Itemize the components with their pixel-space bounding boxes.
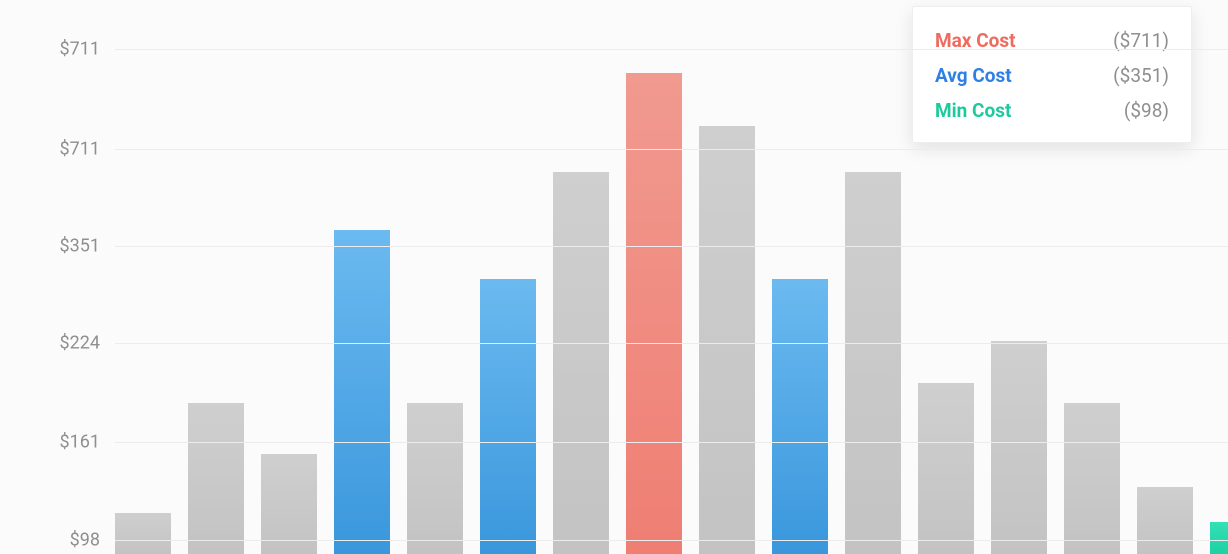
gridline bbox=[115, 149, 1228, 150]
gridline bbox=[115, 246, 1228, 247]
gridline bbox=[115, 49, 1228, 50]
bar-teal bbox=[1210, 522, 1228, 554]
legend-value: ($98) bbox=[1124, 99, 1169, 122]
bar-grey bbox=[918, 383, 974, 554]
bar-grey bbox=[261, 454, 317, 554]
gridline bbox=[115, 343, 1228, 344]
gridline bbox=[115, 540, 1228, 541]
legend-row: Avg Cost ($351) bbox=[935, 58, 1169, 93]
y-tick-label: $351 bbox=[0, 236, 100, 257]
bar-grey bbox=[991, 341, 1047, 554]
bar-grey bbox=[699, 126, 755, 554]
bar-red bbox=[626, 73, 682, 554]
legend-row: Max Cost($711) bbox=[935, 23, 1169, 58]
y-tick-label: $224 bbox=[0, 333, 100, 354]
bar-grey bbox=[845, 172, 901, 554]
bar-grey bbox=[188, 403, 244, 554]
legend-value: ($351) bbox=[1113, 64, 1169, 87]
y-tick-label: $711 bbox=[0, 139, 100, 160]
bar-grey bbox=[407, 403, 463, 554]
legend-label: Avg Cost bbox=[935, 64, 1012, 87]
bar-grey bbox=[1137, 487, 1193, 554]
y-tick-label: $161 bbox=[0, 432, 100, 453]
legend-row: Min Cost ($98) bbox=[935, 93, 1169, 128]
chart-legend: Max Cost($711) Avg Cost ($351) Min Cost ($98… bbox=[912, 6, 1192, 143]
bar-blue bbox=[334, 230, 390, 554]
legend-label: Min Cost bbox=[935, 99, 1011, 122]
y-tick-label: $711 bbox=[0, 39, 100, 60]
bar-blue bbox=[480, 279, 536, 554]
bar-grey bbox=[115, 513, 171, 554]
gridline bbox=[115, 442, 1228, 443]
y-tick-label: $98 bbox=[0, 530, 100, 551]
bar-grey bbox=[553, 172, 609, 554]
bar-blue bbox=[772, 279, 828, 554]
bar-grey bbox=[1064, 403, 1120, 554]
cost-bar-chart: Max Cost($711) Avg Cost ($351) Min Cost ($98… bbox=[0, 0, 1228, 554]
